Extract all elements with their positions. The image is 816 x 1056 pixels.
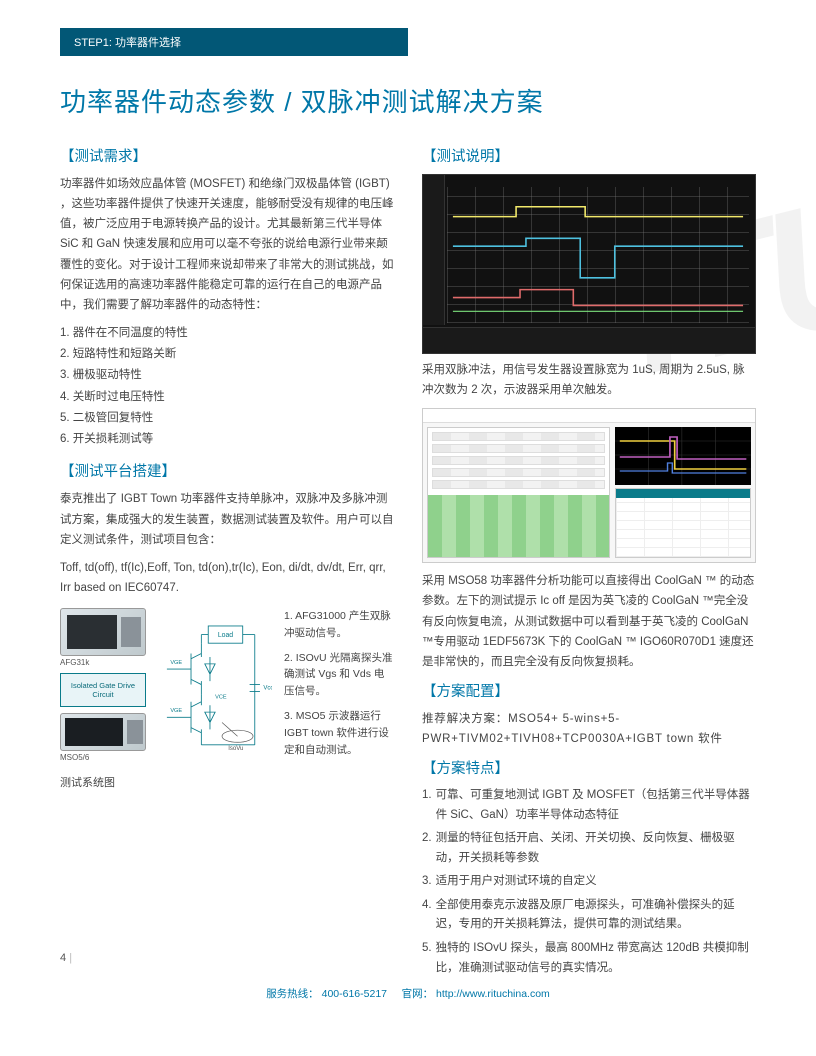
software-caption: 采用 MSO58 功率器件分析功能可以直接得出 CoolGaN ™ 的动态参数。… <box>422 571 756 672</box>
sw-row <box>432 456 605 465</box>
section-title-requirements: 【测试需求】 <box>60 145 394 166</box>
device-gate: Isolated Gate Drive Circuit <box>60 673 148 707</box>
sw-row <box>432 432 605 441</box>
page-number: 4 | <box>60 952 816 964</box>
req-item: 1. 器件在不同温度的特性 <box>60 323 394 344</box>
section-title-description: 【测试说明】 <box>422 145 756 166</box>
left-column: 【测试需求】 功率器件如场效应晶体管 (MOSFET) 和绝缘门双极晶体管 (I… <box>60 137 394 982</box>
system-caption: 测试系统图 <box>60 774 394 790</box>
site-label: 官网： <box>402 988 434 1000</box>
scope-traces <box>447 187 749 323</box>
device-mso: MSO5/6 <box>60 713 148 762</box>
svg-text:VGE: VGE <box>170 708 182 714</box>
feature-item: 3.适用于用户对测试环境的自定义 <box>422 872 756 892</box>
sw-table-header <box>616 489 750 498</box>
mso-image <box>60 713 146 751</box>
scope-caption: 采用双脉冲法，用信号发生器设置脉宽为 1uS, 周期为 2.5uS, 脉冲次数为… <box>422 360 756 400</box>
req-item: 5. 二极管回复特性 <box>60 408 394 429</box>
devices-column: AFG31k Isolated Gate Drive Circuit MSO5/… <box>60 608 148 768</box>
analysis-software-screenshot <box>422 408 756 563</box>
test-system-diagram: AFG31k Isolated Gate Drive Circuit MSO5/… <box>60 608 394 768</box>
feature-item: 4.全部使用泰克示波器及原厂电源探头，可准确补偿探头的延迟，专用的开关损耗算法，… <box>422 896 756 935</box>
sw-green-grid <box>428 495 609 557</box>
params-line: Toff, td(off), tf(Ic),Eoff, Ton, td(on),… <box>60 558 394 598</box>
sw-results-table <box>615 488 751 558</box>
hotline-label: 服务热线： <box>266 988 319 1000</box>
header-step-bar: STEP1: 功率器件选择 <box>60 28 408 56</box>
req-item: 2. 短路特性和短路关断 <box>60 344 394 365</box>
platform-body: 泰克推出了 IGBT Town 功率器件支持单脉冲，双脉冲及多脉冲测试方案，集成… <box>60 489 394 549</box>
feature-item: 1.可靠、可重复地测试 IGBT 及 MOSFET（包括第三代半导体器件 SiC… <box>422 786 756 825</box>
device-afg: AFG31k <box>60 608 148 667</box>
right-column: 【测试说明】 采用双脉冲法，用信号发生器设置脉宽为 1uS, 周期为 2.5uS… <box>422 137 756 982</box>
note-item: 2. ISOvU 光隔离探头准确测试 Vgs 和 Vds 电压信号。 <box>284 650 394 700</box>
mso-label: MSO5/6 <box>60 753 148 762</box>
req-item: 6. 开关损耗测试等 <box>60 429 394 450</box>
section-title-features: 【方案特点】 <box>422 757 756 778</box>
sw-row <box>432 468 605 477</box>
sw-control-panel <box>427 427 610 558</box>
sw-row <box>432 480 605 489</box>
footer-contact: 服务热线： 400-616-5217 官网： http://www.rituch… <box>0 986 816 1001</box>
circuit-diagram: Load <box>160 608 272 768</box>
config-text: 推荐解决方案：MSO54+ 5-wins+5-PWR+TIVM02+TIVH08… <box>422 709 756 749</box>
requirements-body: 功率器件如场效应晶体管 (MOSFET) 和绝缘门双极晶体管 (IGBT) ，这… <box>60 174 394 315</box>
note-item: 1. AFG31000 产生双脉冲驱动信号。 <box>284 608 394 642</box>
svg-text:VCE: VCE <box>215 694 227 700</box>
site-link[interactable]: http://www.rituchina.com <box>436 988 550 1000</box>
circuit-svg: Load <box>160 608 272 768</box>
load-label: Load <box>218 632 233 639</box>
requirements-list: 1. 器件在不同温度的特性 2. 短路特性和短路关断 3. 栅极驱动特性 4. … <box>60 323 394 451</box>
sw-row <box>432 444 605 453</box>
section-title-config: 【方案配置】 <box>422 680 756 701</box>
scope-bottom-bar <box>423 327 755 353</box>
svg-text:IsoVu: IsoVu <box>228 746 243 752</box>
page-title: 功率器件动态参数 / 双脉冲测试解决方案 <box>60 82 756 119</box>
content-columns: 【测试需求】 功率器件如场效应晶体管 (MOSFET) 和绝缘门双极晶体管 (I… <box>0 137 816 982</box>
sw-titlebar <box>423 409 755 423</box>
afg-image <box>60 608 146 656</box>
hotline-number: 400-616-5217 <box>322 988 387 1000</box>
section-title-platform: 【测试平台搭建】 <box>60 460 394 481</box>
diagram-notes: 1. AFG31000 产生双脉冲驱动信号。 2. ISOvU 光隔离探头准确测… <box>284 608 394 766</box>
gate-box: Isolated Gate Drive Circuit <box>60 673 146 707</box>
svg-text:Vcc: Vcc <box>263 686 272 692</box>
afg-label: AFG31k <box>60 658 148 667</box>
features-list: 1.可靠、可重复地测试 IGBT 及 MOSFET（包括第三代半导体器件 SiC… <box>422 786 756 978</box>
sw-scope-panel <box>615 427 751 485</box>
oscilloscope-screenshot <box>422 174 756 354</box>
feature-item: 2.测量的特征包括开启、关闭、开关切换、反向恢复、栅极驱动，开关损耗等参数 <box>422 829 756 868</box>
svg-text:VGE: VGE <box>170 660 182 666</box>
note-item: 3. MSO5 示波器运行 IGBT town 软件进行设定和自动测试。 <box>284 708 394 758</box>
req-item: 4. 关断时过电压特性 <box>60 387 394 408</box>
scope-left-bar <box>423 175 445 325</box>
req-item: 3. 栅极驱动特性 <box>60 365 394 386</box>
